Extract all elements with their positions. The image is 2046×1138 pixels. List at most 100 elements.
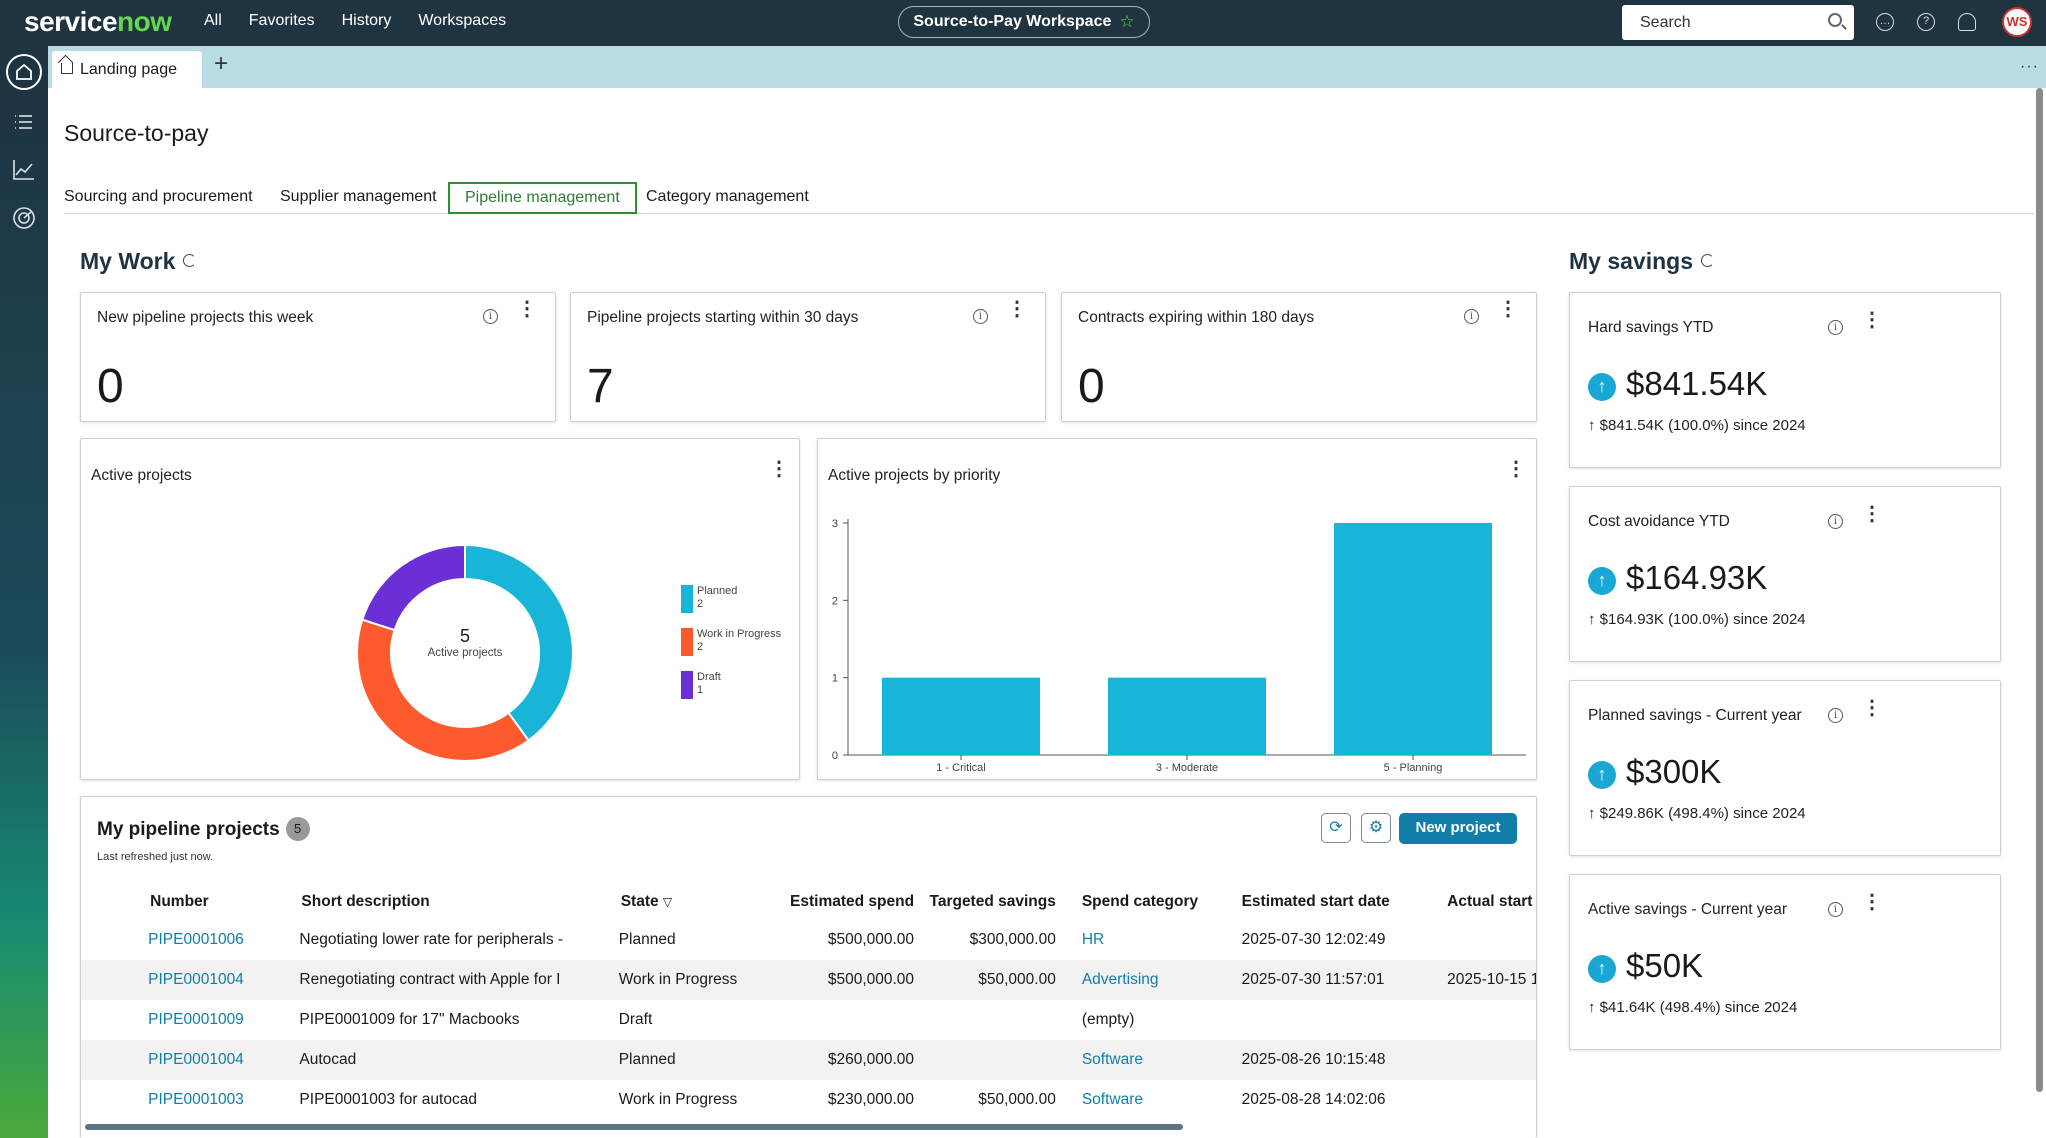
cell-number-text[interactable]: PIPE0001009 <box>148 1011 244 1028</box>
filter-icon[interactable]: ▽ <box>662 895 673 909</box>
table-row[interactable]: PIPE0001009 PIPE0001009 for 17" Macbooks D… <box>81 1000 1536 1040</box>
cell-number[interactable]: PIPE0001009 <box>148 1000 299 1040</box>
cell-number-text[interactable]: PIPE0001004 <box>148 1051 244 1068</box>
kebab-icon[interactable]: ⋮ <box>1862 697 1882 719</box>
kebab-icon[interactable]: ⋮ <box>1862 503 1882 525</box>
col-spend-category[interactable]: Spend category <box>1081 893 1199 910</box>
cell-number-text[interactable]: PIPE0001003 <box>148 1091 244 1108</box>
cell-estimated-spend: $260,000.00 <box>790 1040 915 1080</box>
donut-slice-draft[interactable] <box>361 543 466 632</box>
cell-spend-category-text[interactable]: Advertising <box>1081 971 1159 988</box>
dashboard-icon[interactable] <box>10 204 38 232</box>
tab-pipeline[interactable]: Pipeline management <box>448 182 637 214</box>
cell-number[interactable]: PIPE0001006 <box>148 920 299 960</box>
savings-card[interactable]: Active savings - Current year i ⋮ ↑ $50K ↑ $4… <box>1569 874 2001 1050</box>
more-icon[interactable]: ··· <box>2020 58 2039 75</box>
table-row[interactable]: PIPE0001003 PIPE0001003 for autocad Work i… <box>81 1080 1536 1120</box>
info-icon[interactable]: i <box>1828 902 1843 917</box>
savings-since: ↑ $841.54K (100.0%) since 2024 <box>1588 417 1806 434</box>
info-icon[interactable]: i <box>1828 320 1843 335</box>
add-tab-icon[interactable]: + <box>214 50 229 77</box>
kebab-icon[interactable]: ⋮ <box>517 298 537 320</box>
refresh-icon[interactable] <box>183 254 197 267</box>
kebab-icon[interactable]: ⋮ <box>769 458 789 480</box>
bell-icon[interactable] <box>1958 13 1976 31</box>
col-state[interactable]: State ▽ <box>620 893 673 910</box>
chat-icon[interactable]: … <box>1876 13 1894 31</box>
bar-5-planning[interactable] <box>1334 523 1492 755</box>
donut-slice-work-in-progress[interactable] <box>356 618 530 762</box>
search-input[interactable]: Search <box>1622 5 1854 40</box>
cell-number[interactable]: PIPE0001003 <box>148 1080 299 1120</box>
legend-item[interactable]: Planned 2 <box>681 585 737 613</box>
cell-number-text[interactable]: PIPE0001004 <box>148 971 244 988</box>
savings-card[interactable]: Cost avoidance YTD i ⋮ ↑ $164.93K ↑ $164.93K … <box>1569 486 2001 662</box>
nav-favorites[interactable]: Favorites <box>248 12 315 29</box>
help-icon[interactable]: ? <box>1917 13 1935 31</box>
cell-number[interactable]: PIPE0001004 <box>148 1040 300 1080</box>
info-icon[interactable]: i <box>1828 514 1843 529</box>
tab-landing-page[interactable]: Landing page <box>52 51 202 88</box>
cell-spend-category-text[interactable]: Software <box>1081 1091 1144 1108</box>
savings-card[interactable]: Hard savings YTD i ⋮ ↑ $841.54K ↑ $841.54K (1… <box>1569 292 2001 468</box>
kpi-card-contracts-expiring[interactable]: Contracts expiring within 180 days i ⋮ 0 <box>1061 292 1537 422</box>
nav-all[interactable]: All <box>204 12 222 29</box>
tab-supplier[interactable]: Supplier management <box>280 188 437 205</box>
kebab-icon[interactable]: ⋮ <box>1862 891 1882 913</box>
search-icon[interactable] <box>1828 13 1842 27</box>
kpi-card-starting-30[interactable]: Pipeline projects starting within 30 day… <box>570 292 1046 422</box>
settings-button[interactable]: ⚙ <box>1361 813 1391 843</box>
cell-number-text[interactable]: PIPE0001006 <box>148 931 244 948</box>
kpi-title: New pipeline projects this week <box>97 309 314 326</box>
cell-spend-category-text[interactable]: Software <box>1081 1051 1144 1068</box>
table-row[interactable]: PIPE0001004 Renegotiating contract with A… <box>81 960 1536 1000</box>
new-project-button[interactable]: New project <box>1399 813 1517 844</box>
bar-1-critical[interactable] <box>882 677 1040 755</box>
avatar[interactable]: WS <box>2002 7 2032 37</box>
kebab-icon[interactable]: ⋮ <box>1498 298 1518 320</box>
col-estimated-start[interactable]: Estimated start date <box>1241 893 1390 910</box>
info-icon[interactable]: i <box>1464 309 1479 324</box>
col-estimated-spend[interactable]: Estimated spend <box>790 893 915 910</box>
bar-3-moderate[interactable] <box>1108 677 1266 755</box>
cell-number[interactable]: PIPE0001004 <box>148 960 300 1000</box>
workspace-pill[interactable]: Source-to-Pay Workspace ☆ <box>898 6 1150 38</box>
legend-item[interactable]: Work in Progress 2 <box>681 628 781 656</box>
analytics-icon[interactable] <box>10 156 38 184</box>
cell-estimated-start-text: 2025-07-30 11:57:01 <box>1241 971 1385 988</box>
tab-sourcing[interactable]: Sourcing and procurement <box>64 188 253 205</box>
savings-title: Planned savings - Current year <box>1588 707 1802 724</box>
tab-category[interactable]: Category management <box>646 188 809 205</box>
refresh-icon[interactable] <box>1701 254 1714 267</box>
info-icon[interactable]: i <box>1828 708 1843 723</box>
row-spacer <box>81 920 148 960</box>
col-short-description[interactable]: Short description <box>301 893 430 910</box>
table-row[interactable]: PIPE0001006 Negotiating lower rate for pe… <box>81 920 1536 960</box>
legend-value: 2 <box>697 641 704 653</box>
legend-swatch <box>681 671 693 699</box>
col-targeted-savings[interactable]: Targeted savings <box>929 893 1056 910</box>
servicenow-logo[interactable]: servicenow <box>24 6 172 37</box>
table-row[interactable]: PIPE0001004 Autocad Planned $260,000.00 Soft… <box>81 1040 1536 1080</box>
cell-spend-category-text[interactable]: HR <box>1081 931 1105 948</box>
donut-slice-planned[interactable] <box>464 543 574 742</box>
col-actual-start[interactable]: Actual start d <box>1447 893 1537 910</box>
star-icon[interactable]: ☆ <box>1119 12 1135 31</box>
list-icon[interactable] <box>10 108 38 136</box>
cell-spend-category: (empty) <box>1056 1000 1218 1040</box>
nav-history[interactable]: History <box>341 12 392 29</box>
vertical-scrollbar[interactable] <box>2036 88 2043 1092</box>
info-icon[interactable]: i <box>973 309 988 324</box>
horizontal-scrollbar[interactable] <box>85 1124 1183 1130</box>
kebab-icon[interactable]: ⋮ <box>1862 309 1882 331</box>
kebab-icon[interactable]: ⋮ <box>1007 298 1027 320</box>
legend-item[interactable]: Draft 1 <box>681 671 721 699</box>
savings-card[interactable]: Planned savings - Current year i ⋮ ↑ $300K ↑ … <box>1569 680 2001 856</box>
cell-state: Draft <box>619 1000 790 1040</box>
kpi-card-new-pipeline[interactable]: New pipeline projects this week i ⋮ 0 <box>80 292 556 422</box>
refresh-button[interactable]: ⟳ <box>1321 813 1351 843</box>
home-icon[interactable] <box>6 54 42 90</box>
col-number[interactable]: Number <box>150 893 209 910</box>
info-icon[interactable]: i <box>483 309 498 324</box>
nav-workspaces[interactable]: Workspaces <box>418 12 507 29</box>
